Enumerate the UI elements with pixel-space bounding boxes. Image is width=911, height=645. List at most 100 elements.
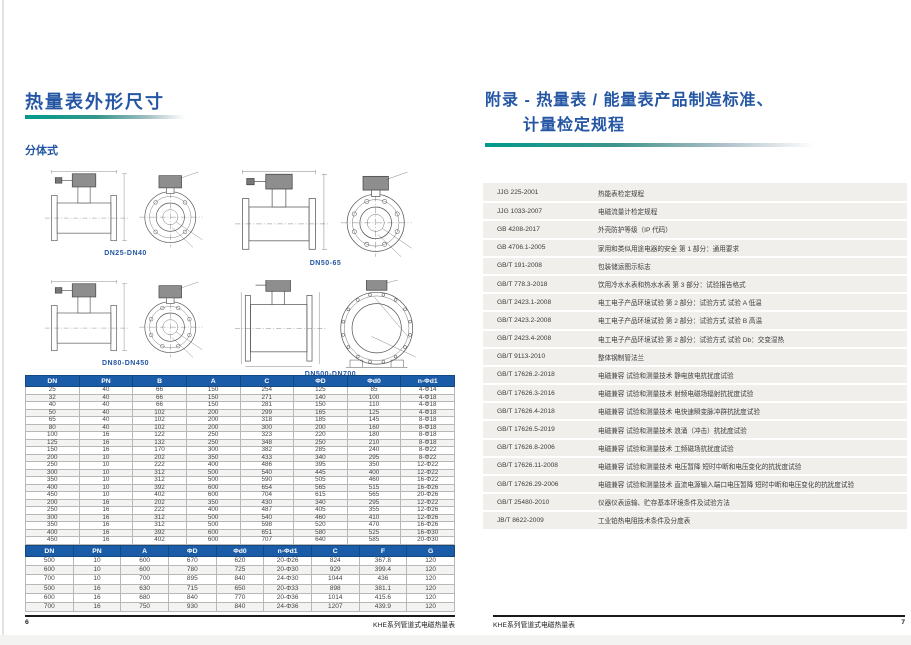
cell: 仪器仪表运输、贮存基本环境条件及试验方法 — [596, 493, 907, 513]
title-underline-gradient — [25, 115, 185, 119]
table-row: 40 40 66 150 281 150 110 4-Φ18 — [25, 401, 455, 410]
table-row: 600 16 680 840 770 20-Φ36 1014 415.6 120 — [25, 592, 455, 604]
cell: 工业铂热电阻技术条件及分度表 — [596, 511, 907, 531]
cell: GB/T 17626.4-2018 — [483, 402, 596, 422]
cell: 715 — [167, 583, 217, 594]
cell: 824 — [310, 555, 360, 567]
column-header: n-Φd1 — [400, 375, 455, 387]
cell: 323 — [239, 431, 295, 440]
cell: 615 — [293, 491, 348, 500]
cell: 10 — [72, 555, 122, 567]
table-row: 50 40 102 200 299 165 125 4-Φ18 — [25, 408, 455, 417]
cell: 460 — [346, 476, 402, 485]
cell: 电磁兼容 试验和测量技术 直流电源输入端口电压暂降 短时中断和电压变化的抗扰度试… — [596, 475, 907, 495]
cell: 150 — [185, 401, 241, 410]
cell: 4-Φ18 — [400, 401, 455, 410]
page-number: 6 — [25, 619, 29, 626]
cell: 20-Φ30 — [263, 565, 312, 576]
cell: 350 — [25, 521, 80, 530]
column-header: F — [358, 545, 408, 557]
meter-drawing-icon — [43, 170, 208, 249]
cell: 8-Φ22 — [400, 446, 455, 455]
cell: 500 — [25, 555, 74, 567]
column-header: Φd0 — [346, 375, 402, 387]
cell: 40 — [25, 401, 80, 410]
cell: 500 — [185, 521, 241, 530]
cell: GB/T 191-2008 — [483, 256, 596, 276]
scan-edge-bottom — [0, 635, 911, 645]
cell: 12-Φ26 — [400, 506, 455, 515]
cell: 650 — [215, 583, 265, 594]
cell: 40 — [78, 416, 134, 425]
cell: 436 — [358, 574, 408, 585]
table-row: 500 10 600 670 620 20-Φ26 824 367.8 120 — [25, 555, 455, 567]
cell: 840 — [215, 602, 265, 613]
cell: GB/T 9113-2010 — [483, 347, 596, 367]
appendix-title-line2: 计量检定规程 — [523, 117, 626, 134]
cell: 505 — [293, 476, 348, 485]
table-row: 25 40 66 150 254 125 85 4-Φ14 — [25, 386, 455, 395]
cell: 10 — [78, 476, 134, 485]
cell: 10 — [72, 565, 122, 576]
cell: 402 — [132, 536, 187, 545]
cell: 整体钢制管法兰 — [596, 347, 907, 367]
dimension-table-dn25-450: DN PN B A C ΦD Φd0 n-Φd1 25 40 66 150 254 125 85 4-Φ14… — [25, 375, 455, 545]
cell: 600 — [25, 592, 74, 604]
cell: 1014 — [310, 592, 360, 604]
cell: 150 — [25, 446, 80, 455]
cell: JB/T 8622-2009 — [483, 511, 596, 531]
cell: 350 — [25, 476, 80, 485]
column-header: PN — [78, 375, 134, 387]
table-row: GB/T 2423.2-2008 电工电子产品环境试验 第 2 部分：试验方式 试… — [483, 311, 907, 331]
cell: 312 — [132, 476, 187, 485]
table-row: 300 10 312 500 540 445 400 12-Φ22 — [25, 468, 455, 477]
cell: 10 — [72, 574, 122, 585]
cell: 500 — [25, 583, 74, 594]
cell: 16 — [72, 602, 122, 613]
cell: 700 — [120, 574, 169, 585]
cell: 704 — [239, 491, 295, 500]
cell: 487 — [239, 506, 295, 515]
table-row: JJG 1033-2007 电磁流量计检定规程 — [483, 202, 907, 222]
cell: 439.9 — [358, 602, 408, 613]
cell: 16 — [78, 506, 134, 515]
diagram-label: DN50-65 — [309, 259, 342, 267]
column-header: Φd0 — [215, 545, 265, 557]
diagram-label: DN25-DN40 — [104, 250, 147, 258]
table-header-row: DN PN B A C ΦD Φd0 n-Φd1 — [25, 375, 455, 387]
column-header: PN — [72, 545, 122, 557]
cell: 16 — [72, 592, 122, 604]
cell: 170 — [132, 446, 187, 455]
table-row: GB/T 191-2008 包装储运图示标志 — [483, 256, 907, 276]
cell: 电工电子产品环境试验 第 2 部分：试验方式 试验 Db：交变湿热 — [596, 329, 907, 349]
cell: 680 — [120, 592, 169, 604]
cell: 520 — [293, 521, 348, 530]
cell: 120 — [406, 583, 455, 594]
cell: 20-Φ26 — [263, 555, 312, 567]
table-row: 300 16 312 500 540 460 410 12-Φ26 — [25, 513, 455, 522]
cell: 300 — [185, 446, 241, 455]
table-header-row: DN PN A ΦD Φd0 n-Φd1 C F G — [25, 545, 455, 557]
cell: 770 — [215, 592, 265, 604]
page-number: 7 — [901, 619, 905, 626]
table-row: 400 16 392 600 651 580 525 16-Φ30 — [25, 528, 455, 537]
cell: 700 — [25, 602, 74, 613]
cell: 750 — [120, 602, 169, 613]
cell: 470 — [346, 521, 402, 530]
table-row: GB/T 17626.2-2018 电磁兼容 试验和测量技术 静电放电抗扰度试验 — [483, 365, 907, 386]
column-header: DN — [25, 545, 74, 557]
cell: 700 — [25, 574, 74, 585]
scan-edge-left — [2, 0, 4, 635]
cell: 100 — [25, 431, 80, 440]
cell: 120 — [406, 574, 455, 585]
cell: 16 — [78, 536, 134, 545]
column-header: DN — [25, 375, 80, 387]
footer-rule — [25, 615, 455, 617]
cell: 450 — [25, 536, 80, 545]
cell: 840 — [167, 592, 217, 604]
table-row: 200 16 202 350 430 340 295 12-Φ22 — [25, 498, 455, 507]
cell: 16 — [78, 446, 134, 455]
cell: 254 — [239, 386, 295, 395]
cell: 670 — [167, 555, 217, 567]
cell: 598 — [239, 521, 295, 530]
